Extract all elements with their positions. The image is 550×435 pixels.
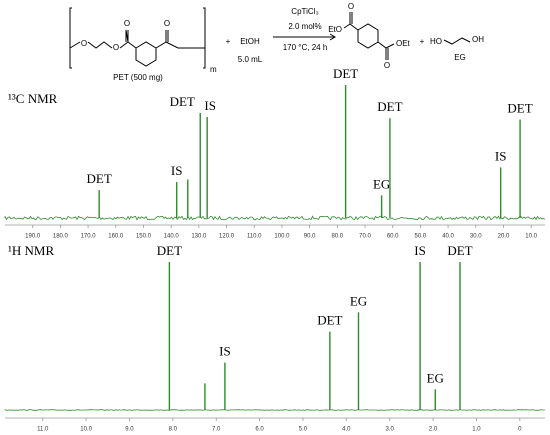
catalyst: CpTiCl₃	[291, 7, 318, 16]
peak-label: DET	[507, 101, 532, 116]
atom: O	[164, 19, 170, 28]
peak-label: DET	[87, 171, 112, 186]
x-tick-label: 110.0	[247, 234, 262, 240]
eg-group: OH	[472, 35, 484, 44]
bonds	[343, 12, 395, 60]
loading: 2.0 mol%	[288, 22, 321, 31]
x-tick-label: 2.0	[429, 427, 438, 433]
atom: O	[384, 61, 390, 70]
x-tick-label: 190.0	[25, 234, 41, 240]
det-group: OEt	[396, 39, 411, 48]
repeat-unit: m	[210, 65, 217, 74]
peak-label: IS	[414, 243, 426, 258]
x-tick-label: 170.0	[81, 234, 97, 240]
x-tick-label: 130.0	[191, 234, 207, 240]
spectrum-title: ¹³C NMR	[8, 91, 58, 106]
x-tick-label: 150.0	[136, 234, 152, 240]
x-tick-label: 0	[518, 427, 522, 433]
bonds	[155, 30, 205, 49]
atom: O	[124, 19, 130, 28]
peak-label: IS	[495, 148, 507, 163]
ring	[135, 41, 157, 67]
x-tick-label: 8.0	[169, 427, 178, 433]
atom: O	[113, 43, 119, 52]
bracket	[69, 7, 72, 69]
x-tick-label: 50.0	[415, 234, 427, 240]
atom: O	[348, 2, 354, 11]
atom: O	[81, 39, 87, 48]
eg-label: EG	[454, 53, 466, 62]
bonds	[443, 37, 471, 45]
x-tick-label: 10.0	[80, 427, 92, 433]
x-tick-label: 60.0	[387, 234, 399, 240]
pet-label: PET (500 mg)	[113, 73, 163, 82]
ring	[357, 23, 379, 49]
peak-label: IS	[204, 98, 216, 113]
x-tick-label: 100.0	[274, 234, 290, 240]
reagent: EtOH	[240, 37, 260, 46]
x-tick-label: 180.0	[53, 234, 69, 240]
spectrum-title: ¹H NMR	[8, 243, 54, 258]
x-tick-label: 3.0	[386, 427, 395, 433]
x-tick-label: 4.0	[342, 427, 351, 433]
x-tick-label: 5.0	[299, 427, 308, 433]
x-tick-label: 90.0	[304, 234, 316, 240]
peak-label: DET	[170, 94, 195, 109]
peak-label: DET	[447, 243, 472, 258]
peak-label: DET	[317, 313, 342, 328]
plus: +	[226, 37, 231, 46]
plus: +	[420, 37, 425, 46]
reaction-scheme: O O O O m PET (500 mg) + EtOH 5.0 mL CpT…	[69, 2, 484, 82]
peak-label: DET	[377, 99, 402, 114]
x-tick-label: 11.0	[37, 427, 49, 433]
x-tick-label: 70.0	[359, 234, 371, 240]
peak-label: IS	[219, 344, 231, 359]
x-tick-label: 160.0	[108, 234, 124, 240]
peak-label: DET	[333, 66, 358, 81]
x-tick-label: 140.0	[164, 234, 180, 240]
x-tick-label: 7.0	[212, 427, 221, 433]
x-tick-label: 10.0	[525, 234, 537, 240]
x-tick-label: 9.0	[125, 427, 134, 433]
peak-label: IS	[171, 163, 183, 178]
x-tick-label: 40.0	[442, 234, 454, 240]
peak-label: EG	[350, 293, 367, 308]
bracket	[203, 7, 206, 69]
x-tick-label: 20.0	[498, 234, 510, 240]
det-group: EtO	[328, 25, 342, 34]
baseline	[4, 409, 546, 411]
x-tick-label: 120.0	[219, 234, 235, 240]
x-tick-label: 1.0	[472, 427, 481, 433]
peak-label: EG	[373, 176, 390, 191]
arrow	[273, 33, 336, 41]
peak-label: DET	[157, 243, 182, 258]
conditions: 170 °C, 24 h	[283, 43, 328, 52]
x-tick-label: 80.0	[331, 234, 343, 240]
bonds	[69, 29, 137, 49]
eg-group: HO	[430, 37, 442, 46]
volume: 5.0 mL	[238, 55, 263, 64]
baseline	[4, 215, 546, 221]
x-tick-label: 30.0	[470, 234, 482, 240]
peak-label: EG	[427, 370, 444, 385]
x-tick-label: 6.0	[255, 427, 264, 433]
